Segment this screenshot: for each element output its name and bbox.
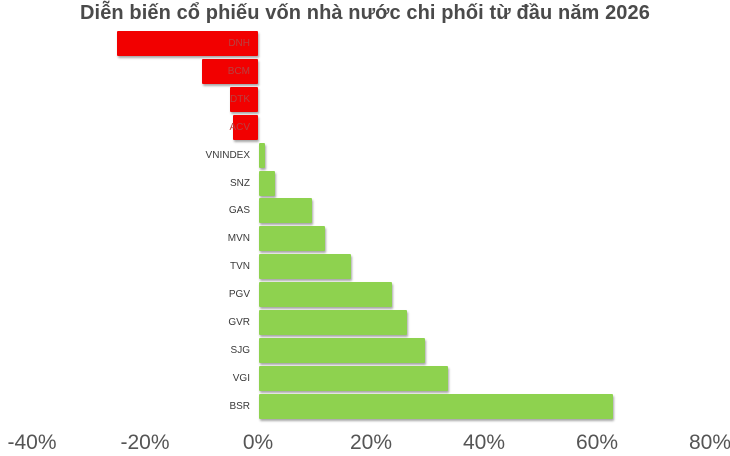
bar-mvn	[259, 226, 326, 252]
category-label: SJG	[230, 344, 250, 356]
category-label: VNINDEX	[205, 149, 250, 161]
bar-acv	[233, 114, 258, 140]
category-label: MVN	[227, 233, 250, 245]
category-label: DTK	[230, 93, 250, 105]
bar-vnindex	[259, 142, 265, 168]
bar-snz	[259, 170, 275, 196]
bar-dtk	[229, 86, 258, 112]
x-axis-tick-label: 40%	[462, 431, 506, 454]
x-axis-tick-label: -20%	[120, 431, 170, 454]
category-label: GVR	[228, 317, 250, 328]
x-axis-tick-label: -40%	[7, 431, 57, 454]
category-label: DNH	[228, 38, 250, 49]
bar-gvr	[259, 310, 408, 335]
x-axis-tick-label: 0%	[242, 431, 274, 454]
x-axis-tick-label: 80%	[688, 431, 730, 454]
chart-title: Diễn biến cổ phiếu vốn nhà nước chi phối…	[80, 2, 650, 24]
bar-bsr	[259, 393, 613, 419]
bar-pgv	[259, 282, 392, 308]
bar-gas	[259, 198, 313, 224]
category-label: PGV	[228, 289, 250, 301]
category-label: BSR	[229, 400, 250, 412]
category-label: SNZ	[230, 177, 250, 189]
bar-sjg	[259, 337, 426, 363]
bar-tvn	[259, 254, 351, 280]
category-label: GAS	[228, 205, 250, 217]
category-label: TVN	[230, 261, 250, 273]
category-label: VGI	[232, 372, 250, 384]
bar-vgi	[259, 365, 449, 391]
bar-dnh	[116, 31, 258, 56]
category-label: ACV	[229, 121, 250, 133]
x-axis-tick-label: 60%	[575, 431, 619, 454]
category-label: BCM	[227, 65, 250, 77]
x-axis-tick-label: 20%	[349, 431, 393, 454]
bar-bcm	[201, 58, 258, 84]
